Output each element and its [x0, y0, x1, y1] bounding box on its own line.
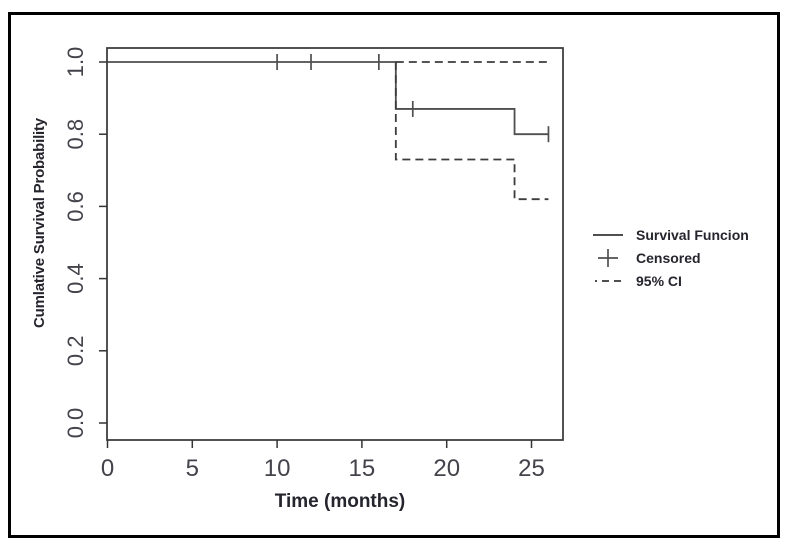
legend-item-95-ci: 95% CI — [589, 269, 749, 292]
x-axis-label: Time (months) — [274, 491, 406, 512]
series-95-ci-lower — [394, 62, 549, 201]
y-axis-label: Cumlative Survival Probability — [31, 118, 48, 328]
y-tick-label: 1.0 — [63, 47, 88, 78]
y-tick-label: 0.0 — [63, 408, 88, 439]
x-tick-label: 0 — [101, 455, 114, 482]
y-tick-label: 0.8 — [63, 119, 88, 150]
series-survival-funcion — [107, 61, 549, 136]
figure-border — [8, 12, 780, 538]
legend-label: 95% CI — [636, 272, 682, 289]
legend-item-censored: Censored — [589, 246, 749, 269]
y-tick-label: 0.6 — [63, 191, 88, 222]
x-tick-label: 15 — [349, 455, 376, 482]
y-tick-label: 0.2 — [63, 336, 88, 367]
x-tick-label: 5 — [186, 455, 199, 482]
plus-icon — [589, 247, 627, 269]
legend-item-survival-function: Survival Funcion — [589, 223, 749, 246]
x-tick-label: 25 — [518, 455, 545, 482]
solid-line-icon — [589, 225, 627, 245]
x-tick-label: 10 — [264, 455, 291, 482]
dashed-line-icon — [589, 271, 627, 291]
legend: Survival Funcion Censored 95% CI — [589, 223, 749, 292]
legend-label: Survival Funcion — [636, 226, 749, 243]
x-tick-label: 20 — [433, 455, 460, 482]
plot-frame — [106, 47, 564, 441]
legend-label: Censored — [636, 249, 701, 266]
y-tick-label: 0.4 — [63, 263, 88, 294]
